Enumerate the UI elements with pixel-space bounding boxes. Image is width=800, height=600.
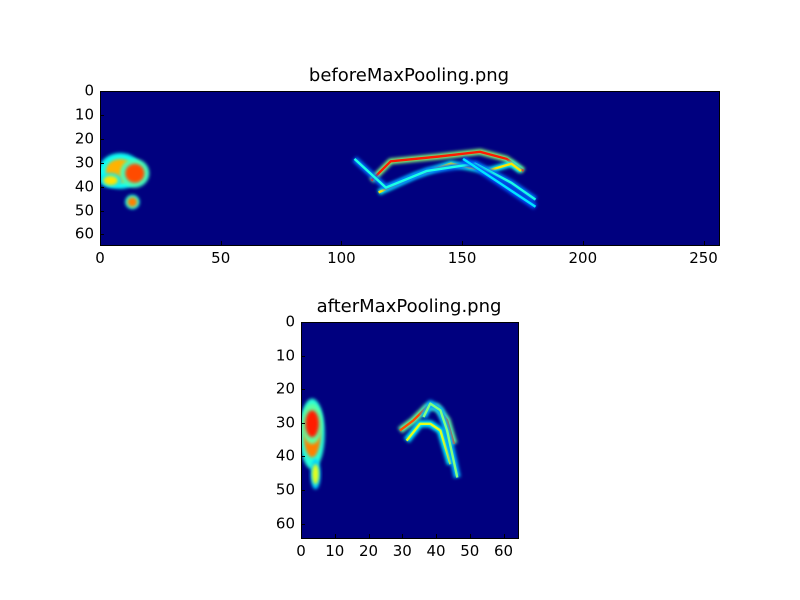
before-x-tick <box>341 241 343 245</box>
after-x-tick <box>469 534 471 538</box>
heat-ridge <box>422 402 459 478</box>
after-y-tick <box>301 355 305 357</box>
after-y-tick <box>301 489 305 491</box>
heat-blob <box>305 410 319 438</box>
after-x-tick-label: 30 <box>392 542 412 560</box>
after-x-tick <box>334 534 336 538</box>
after-x-tick <box>301 534 302 538</box>
after-x-tick-label: 60 <box>493 542 514 560</box>
after-y-tick-label: 0 <box>285 312 295 331</box>
before-y-tick-label: 20 <box>74 129 94 148</box>
heat-ridge <box>353 158 537 201</box>
after-x-tick-label: 10 <box>325 542 345 560</box>
heatmap-after <box>301 322 519 539</box>
before-x-tick-label: 200 <box>568 249 598 267</box>
after-y-tick <box>301 422 305 424</box>
before-y-tick-label: 30 <box>74 153 94 172</box>
before-x-tick-label: 0 <box>95 249 105 267</box>
before-y-tick <box>100 91 104 92</box>
before-y-tick <box>100 162 104 164</box>
before-x-tick-label: 250 <box>689 249 718 267</box>
heat-ridge <box>462 157 537 208</box>
heat-blob <box>312 464 319 485</box>
before-x-tick-label: 150 <box>447 249 477 267</box>
heatmap-before <box>100 91 720 246</box>
after-y-tick <box>301 456 305 458</box>
before-y-tick <box>100 234 104 236</box>
heat-blob <box>127 197 138 207</box>
before-y-tick-label: 60 <box>74 224 94 243</box>
after-x-tick <box>368 534 370 538</box>
after-x-tick-label: 0 <box>296 542 306 560</box>
after-y-tick <box>301 322 305 323</box>
before-x-tick-label: 50 <box>211 249 231 267</box>
after-y-tick-label: 60 <box>275 514 295 533</box>
before-y-tick-label: 0 <box>84 81 94 100</box>
heatmap-after-image <box>302 398 461 490</box>
after-x-tick-label: 20 <box>358 542 379 560</box>
heat-ridge <box>370 150 525 182</box>
after-y-tick <box>301 523 305 525</box>
before-y-tick <box>100 138 104 140</box>
before-x-tick <box>703 241 705 245</box>
after-y-tick-label: 20 <box>275 379 295 398</box>
before-y-tick <box>100 186 104 188</box>
after-y-tick-label: 10 <box>275 346 295 365</box>
after-y-tick-label: 50 <box>275 480 295 499</box>
after-x-tick <box>402 534 404 538</box>
after-y-tick <box>301 389 305 391</box>
after-x-tick-label: 50 <box>460 542 480 560</box>
heat-blob <box>103 175 118 186</box>
before-x-tick <box>582 241 584 245</box>
after-x-tick <box>436 534 437 538</box>
before-y-tick <box>100 114 104 116</box>
heat-blob <box>125 163 145 183</box>
plot-title-before: beforeMaxPooling.png <box>308 65 510 86</box>
before-y-tick <box>100 210 104 212</box>
heatmap-before-image <box>101 148 538 210</box>
before-y-tick-label: 10 <box>74 105 94 124</box>
before-y-tick-label: 40 <box>74 177 94 196</box>
after-x-tick <box>503 534 505 538</box>
before-x-tick <box>100 241 101 245</box>
before-x-tick <box>462 241 464 245</box>
after-x-tick-label: 40 <box>426 542 446 560</box>
after-y-tick-label: 40 <box>275 446 295 465</box>
after-y-tick-label: 30 <box>275 413 295 432</box>
plot-title-after: afterMaxPooling.png <box>316 296 502 317</box>
heat-ridge <box>405 422 452 465</box>
before-x-tick-label: 100 <box>327 249 356 267</box>
before-y-tick-label: 50 <box>74 201 94 220</box>
before-x-tick <box>220 241 222 245</box>
